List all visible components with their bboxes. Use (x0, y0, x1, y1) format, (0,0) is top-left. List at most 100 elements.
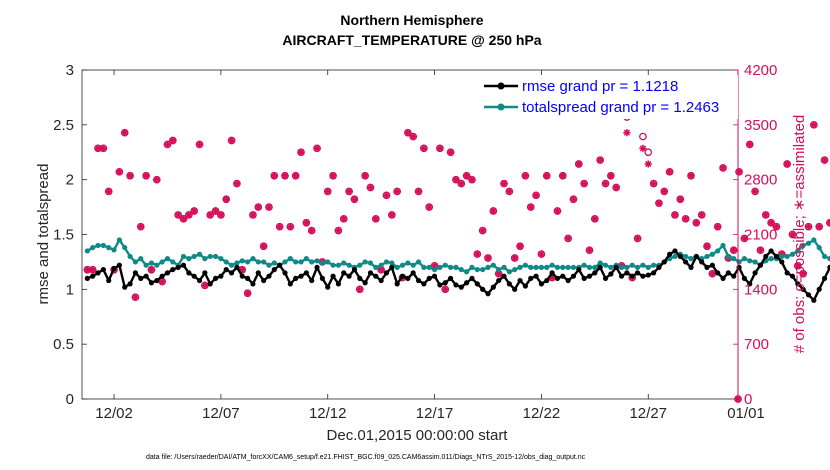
y-right-axis-label: # of obs: o=possible; ∗=assimilated (791, 115, 808, 354)
totalspread-point (650, 262, 657, 268)
totalspread-point (415, 259, 422, 265)
rmse-point (410, 270, 416, 276)
y-right-tick-label: 4200 (744, 62, 777, 79)
rmse-point (261, 277, 267, 284)
rmse-point (650, 270, 657, 276)
rmse-point (715, 270, 721, 276)
rmse-point (271, 266, 277, 273)
obs-assimilated-marker (356, 285, 364, 293)
rmse-point (442, 280, 448, 286)
totalspread-point (544, 264, 550, 270)
rmse-point (501, 273, 507, 279)
obs-assimilated-marker (703, 242, 711, 250)
obs-assimilated-marker (217, 211, 225, 219)
totalspread-point (458, 266, 464, 273)
rmse-point (116, 262, 122, 268)
totalspread-point (154, 262, 160, 268)
obs-assimilated-marker (233, 179, 241, 188)
obs-assimilated-marker (794, 262, 802, 270)
obs-assimilated-marker (281, 172, 289, 180)
rmse-point (357, 275, 363, 281)
rmse-point (795, 281, 801, 287)
obs-assimilated-marker (815, 223, 823, 231)
totalspread-point (325, 259, 331, 265)
obs-assimilated-marker (340, 215, 348, 223)
obs-possible-marker (644, 148, 653, 157)
rmse-point (325, 284, 331, 290)
totalspread-point (533, 264, 539, 270)
totalspread-point (319, 260, 325, 266)
rmse-point (554, 275, 561, 281)
totalspread-point (378, 262, 384, 268)
obs-assimilated-marker (286, 223, 294, 231)
y-right-tick-label: 2100 (744, 227, 777, 244)
rmse-point (805, 292, 812, 298)
totalspread-point (373, 264, 379, 270)
rmse-point (688, 264, 694, 270)
rmse-point (250, 281, 256, 287)
totalspread-point (196, 251, 203, 257)
totalspread-point (549, 262, 555, 268)
rmse-point (164, 270, 171, 276)
totalspread-point (816, 245, 822, 251)
y-tick-label: 3 (66, 62, 74, 79)
rmse-point (415, 277, 422, 284)
obs-assimilated-marker (516, 242, 524, 250)
totalspread-point (688, 256, 694, 262)
x-tick-label: 01/01 (727, 405, 765, 422)
rmse-point (586, 273, 593, 279)
rmse-point (677, 253, 683, 260)
obs-assimilated-marker (265, 203, 273, 211)
rmse-point (341, 270, 347, 276)
obs-assimilated-marker (276, 223, 284, 231)
totalspread-point (186, 256, 192, 262)
obs-assimilated-marker (457, 179, 465, 188)
rmse-point (346, 273, 352, 279)
rmse-point (234, 264, 240, 270)
totalspread-point (383, 259, 390, 265)
data-file-footnote: data file: /Users/raeder/DAI/ATM_forcXX/… (146, 454, 586, 461)
obs-assimilated-marker (254, 203, 262, 211)
totalspread-point (608, 264, 614, 270)
y-right-tick-label: 1400 (744, 281, 777, 298)
x-axis-label: Dec.01,2015 00:00:00 start (327, 427, 509, 444)
rmse-point (741, 275, 748, 281)
rmse-point (784, 270, 790, 276)
totalspread-point (634, 264, 641, 270)
obs-assimilated-marker (511, 254, 519, 262)
totalspread-point (768, 256, 774, 262)
obs-assimilated-marker (735, 168, 743, 176)
obs-assimilated-marker (649, 179, 658, 188)
rmse-point (811, 297, 817, 303)
rmse-point (154, 277, 160, 284)
rmse-point (672, 248, 678, 254)
rmse-point (576, 266, 582, 273)
rmse-point (314, 264, 320, 270)
rmse-point (773, 253, 780, 260)
obs-assimilated-marker (227, 136, 236, 145)
rmse-point (362, 280, 368, 286)
totalspread-point (800, 242, 806, 249)
totalspread-point (624, 264, 630, 270)
totalspread-point (431, 266, 438, 273)
obs-assimilated-marker (206, 211, 214, 219)
rmse-point (699, 259, 705, 265)
totalspread-point (512, 266, 518, 273)
obs-assimilated-marker (730, 246, 738, 254)
totalspread-point (271, 260, 277, 266)
rmse-point (239, 273, 245, 279)
rmse-point (736, 264, 742, 270)
totalspread-point (106, 245, 112, 251)
rmse-point (517, 277, 523, 284)
rmse-point (330, 273, 336, 279)
rmse-point (405, 275, 411, 281)
rmse-point (191, 273, 197, 279)
totalspread-point (496, 266, 502, 273)
obs-assimilated-marker (195, 140, 204, 149)
rmse-point (485, 291, 491, 297)
totalspread-point (346, 262, 352, 268)
rmse-point (245, 275, 251, 281)
rmse-point (768, 248, 774, 254)
totalspread-point (255, 259, 261, 265)
